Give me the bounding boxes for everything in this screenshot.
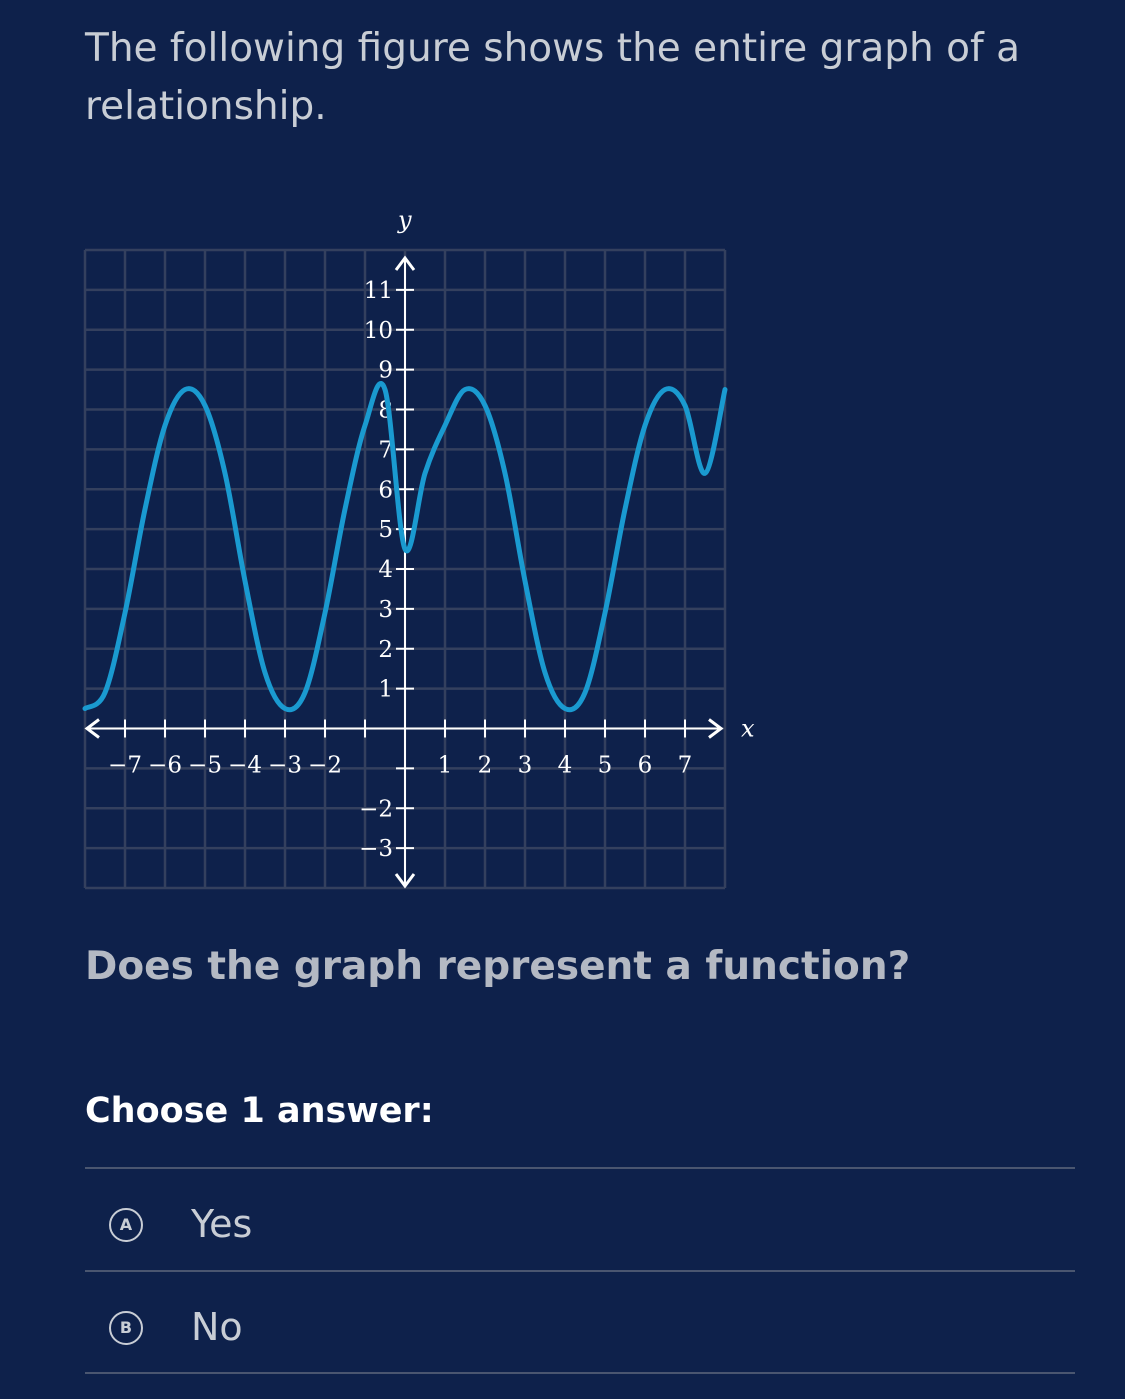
x-tick-label: −7 [108,753,142,779]
choice-a[interactable]: A Yes [85,1172,1075,1272]
x-tick-label: 6 [638,753,653,779]
y-tick-label: 6 [378,477,393,503]
divider [85,1270,1075,1272]
y-axis-arrow-down [394,873,416,889]
x-tick-label: −3 [268,753,302,779]
y-tick-label: 1 [378,677,393,703]
y-tick-label: 7 [378,437,393,463]
choice-b-letter-badge: B [109,1311,143,1345]
y-tick-label: 4 [378,557,393,583]
y-tick-label: 5 [378,517,393,543]
x-tick-label: −6 [148,753,182,779]
y-tick-label: 10 [364,318,393,344]
choice-a-label: Yes [191,1202,253,1246]
choice-b[interactable]: B No [85,1275,1075,1375]
x-tick-label: −4 [228,753,262,779]
x-tick-label: 1 [438,753,453,779]
x-tick-label: −2 [308,753,342,779]
x-tick-label: −5 [188,753,222,779]
question-text: Does the graph represent a function? [85,944,911,989]
y-tick-label: −3 [359,836,393,862]
x-tick-label: 3 [518,753,533,779]
choice-b-label: No [191,1305,243,1349]
choice-a-letter-badge: A [109,1208,143,1242]
question-prompt: The following figure shows the entire gr… [85,26,1021,129]
y-tick-label: 3 [378,597,393,623]
x-axis-arrow-left [84,718,100,739]
y-tick-label: −2 [359,796,393,822]
x-tick-label: 2 [478,753,493,779]
x-tick-label: 5 [598,753,613,779]
divider [85,1167,1075,1169]
y-axis-arrow-up [394,255,416,271]
divider [85,1372,1075,1374]
y-tick-label: 11 [364,278,393,304]
x-axis-label: x [741,715,755,743]
y-axis-label: y [397,206,412,234]
choose-label: Choose 1 answer: [85,1091,434,1131]
y-tick-label: 2 [378,637,393,663]
x-axis-arrow-right [708,718,724,739]
graph-curve [82,380,728,713]
x-tick-label: 7 [678,753,693,779]
x-tick-label: 4 [558,753,573,779]
y-tick-label: 9 [378,358,393,384]
axes [84,255,724,889]
